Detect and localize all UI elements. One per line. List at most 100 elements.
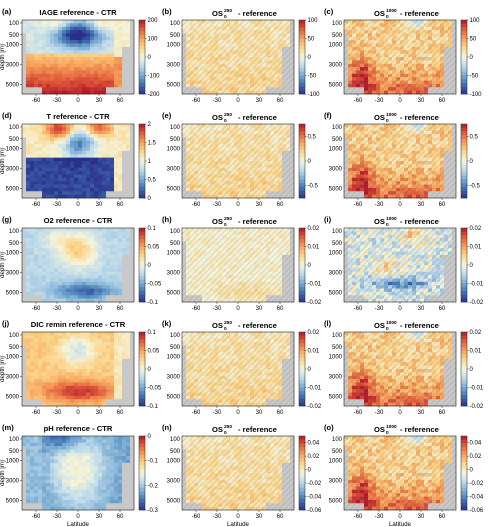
heatmap-cell (30, 285, 35, 289)
heatmap-cell (102, 238, 107, 242)
heatmap-cell (130, 77, 135, 81)
heatmap-cell (74, 23, 79, 28)
depth-tick-label: 500 (170, 137, 181, 143)
colorbar-step (299, 38, 305, 43)
heatmap-cell (38, 228, 43, 232)
heatmap-cell (94, 87, 99, 91)
heatmap-cell (126, 285, 131, 289)
heatmap-cell (42, 80, 47, 85)
heatmap-cell (102, 281, 107, 286)
panel-letter: (f) (324, 111, 332, 120)
heatmap-cell (106, 187, 111, 192)
heatmap-cell (102, 77, 107, 81)
heatmap-cell (130, 150, 135, 155)
heatmap-cell (130, 90, 135, 95)
heatmap-cell (26, 147, 31, 152)
heatmap-cell (42, 53, 47, 58)
colorbar-step (139, 272, 145, 277)
heatmap-cell (38, 80, 43, 85)
heatmap-cell (66, 154, 71, 158)
heatmap-cell (62, 53, 67, 58)
heatmap-cell (34, 134, 39, 138)
heatmap-cell (122, 130, 127, 135)
lat-tick-label: 60 (117, 306, 124, 312)
heatmap-cell (82, 70, 87, 75)
heatmap-cell (58, 36, 63, 41)
colorbar-step (139, 194, 145, 199)
heatmap-cell (78, 127, 83, 132)
heatmap-cell (74, 295, 79, 299)
heatmap-cell (122, 157, 127, 162)
heatmap-cell (126, 57, 131, 61)
heatmap-cell (74, 191, 79, 195)
heatmap-cell (78, 73, 83, 78)
heatmap-cell (90, 124, 95, 128)
depth-tick-label: 1000 (6, 146, 20, 152)
heatmap-cell (126, 298, 131, 303)
heatmap-cell (22, 80, 27, 85)
heatmap-cell (30, 134, 35, 138)
heatmap-cell (90, 261, 95, 266)
heatmap-cell (86, 147, 91, 152)
heatmap-cell (102, 161, 107, 165)
heatmap-cell (30, 244, 35, 249)
heatmap-cell (22, 288, 27, 293)
heatmap-cell (22, 285, 27, 289)
heatmap-cell (70, 53, 75, 58)
heatmap-cell (46, 73, 51, 78)
heatmap-cell (110, 30, 115, 34)
heatmap-cell (114, 251, 119, 256)
colorbar-step (461, 45, 467, 50)
heatmap-cell (50, 43, 55, 48)
heatmap-cell (110, 154, 115, 158)
heatmap-cell (50, 228, 55, 232)
heatmap-cell (50, 254, 55, 259)
heatmap-cell (106, 171, 111, 175)
heatmap-cell (38, 295, 43, 299)
heatmap-cell (38, 177, 43, 182)
heatmap-cell (126, 60, 131, 65)
heatmap-cell (22, 157, 27, 162)
panel-d: (d) T reference - CTR100500100030005000de… (0, 111, 157, 208)
heatmap-cell (82, 231, 87, 236)
heatmap-cell (70, 23, 75, 28)
heatmap-cell (26, 184, 31, 189)
heatmap-cell (118, 36, 123, 41)
heatmap-cell (58, 57, 63, 61)
heatmap-cell (122, 80, 127, 85)
heatmap-cell (46, 187, 51, 192)
depth-tick-label: 500 (9, 33, 20, 39)
heatmap-cell (122, 70, 127, 75)
heatmap-cell (46, 77, 51, 81)
heatmap-cell (62, 261, 67, 266)
heatmap-cell (118, 70, 123, 75)
heatmap-cell (58, 147, 63, 152)
heatmap-cell (62, 254, 67, 259)
heatmap-cell (130, 127, 135, 132)
heatmap-cell (78, 258, 83, 262)
heatmap-cell (54, 181, 59, 185)
heatmap-cell (38, 23, 43, 28)
heatmap-cell (58, 154, 63, 158)
heatmap-cell (98, 261, 103, 266)
heatmap-cell (94, 57, 99, 61)
heatmap-cell (26, 275, 31, 279)
lat-tick-label: -60 (192, 202, 201, 208)
heatmap-cell (126, 244, 131, 249)
heatmap-cell (110, 53, 115, 58)
heatmap-cell (34, 140, 39, 145)
heatmap-cell (94, 281, 99, 286)
heatmap-cell (78, 30, 83, 34)
heatmap-cell (38, 43, 43, 48)
heatmap-cell (102, 73, 107, 78)
heatmap-cell (114, 171, 119, 175)
heatmap-cell (34, 26, 39, 31)
heatmap-cell (114, 77, 119, 81)
heatmap-cell (46, 298, 51, 303)
heatmap-cell (70, 177, 75, 182)
colorbar-step (461, 82, 467, 87)
heatmap-cell (70, 184, 75, 189)
heatmap-cell (106, 177, 111, 182)
heatmap-cell (42, 184, 47, 189)
